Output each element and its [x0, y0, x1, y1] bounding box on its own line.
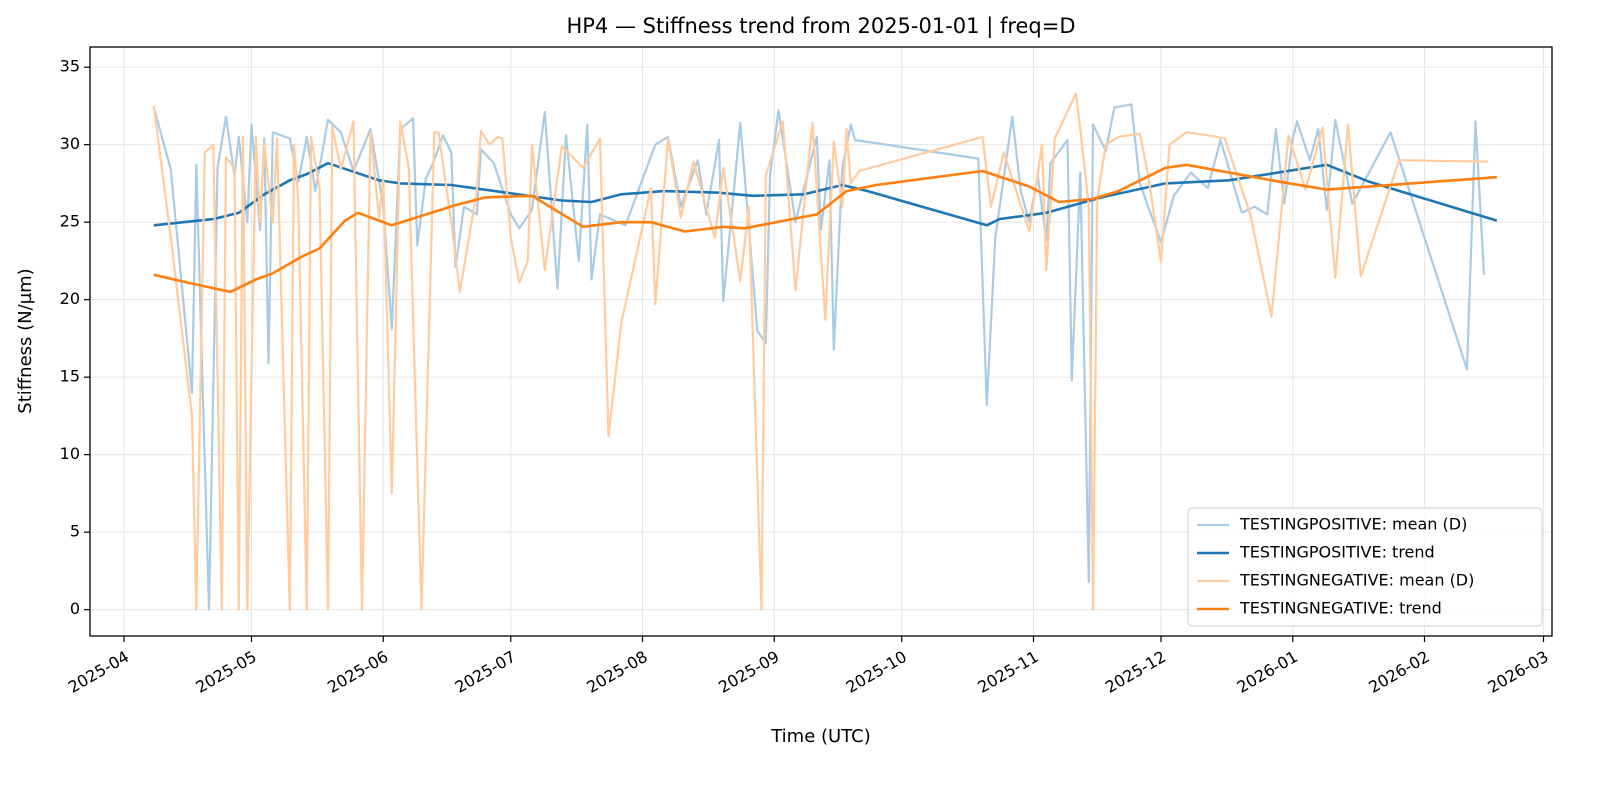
y-tick-label: 35 [60, 57, 80, 76]
legend-box [1187, 507, 1543, 627]
legend-label: TESTINGNEGATIVE: mean (D) [1239, 571, 1474, 590]
series-line [152, 103, 1486, 611]
y-tick-label: 10 [60, 444, 80, 463]
chart-title: HP4 — Stiffness trend from 2025-01-01 | … [566, 14, 1075, 39]
x-axis-label: Time (UTC) [770, 726, 871, 747]
plot-frame [89, 46, 1553, 637]
y-tick-label: 15 [60, 367, 80, 386]
legend: TESTINGPOSITIVE: mean (D) TESTINGPOSITIVE… [1187, 507, 1543, 627]
y-tick-label: 30 [60, 134, 80, 153]
y-tick-label: 25 [60, 212, 80, 231]
series-line [152, 92, 1489, 611]
legend-label: TESTINGNEGATIVE: trend [1239, 599, 1442, 618]
lines [152, 92, 1498, 611]
legend-label: TESTINGPOSITIVE: trend [1239, 543, 1435, 562]
y-axis-label: Stiffness (N/µm) [15, 268, 36, 413]
legend-label: TESTINGPOSITIVE: mean (D) [1239, 515, 1467, 534]
series-line [153, 163, 1497, 294]
y-tick-label: 5 [70, 522, 80, 541]
y-tick-label: 20 [60, 289, 80, 308]
y-tick-label: 0 [70, 599, 80, 618]
